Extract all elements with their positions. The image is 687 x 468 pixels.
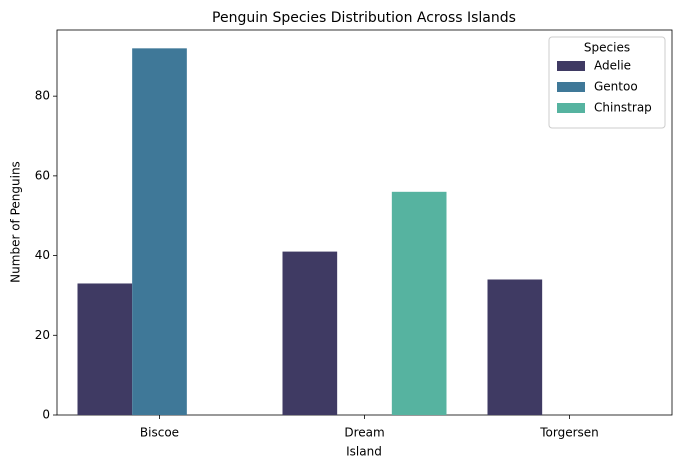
legend-label: Gentoo — [594, 80, 638, 94]
legend-swatch — [557, 103, 585, 113]
legend-title: Species — [584, 41, 630, 55]
legend-label: Chinstrap — [594, 101, 652, 115]
bar — [132, 48, 187, 415]
x-tick-label: Biscoe — [140, 426, 179, 440]
bar — [282, 251, 338, 415]
bar — [487, 279, 543, 415]
x-tick-label: Dream — [344, 426, 384, 440]
legend-swatch — [557, 61, 585, 71]
x-tick-label: Torgersen — [539, 426, 599, 440]
y-axis-label: Number of Penguins — [9, 161, 23, 283]
y-tick-label: 0 — [42, 408, 50, 422]
legend-swatch — [557, 82, 585, 92]
y-tick-label: 20 — [35, 328, 50, 342]
y-tick-label: 60 — [35, 168, 50, 182]
y-tick-label: 40 — [35, 248, 50, 262]
x-axis-label: Island — [346, 445, 382, 459]
bar — [391, 191, 447, 415]
legend-label: Adelie — [594, 59, 631, 73]
chart-title: Penguin Species Distribution Across Isla… — [212, 10, 516, 26]
y-tick-label: 80 — [35, 89, 50, 103]
bar — [77, 283, 133, 415]
